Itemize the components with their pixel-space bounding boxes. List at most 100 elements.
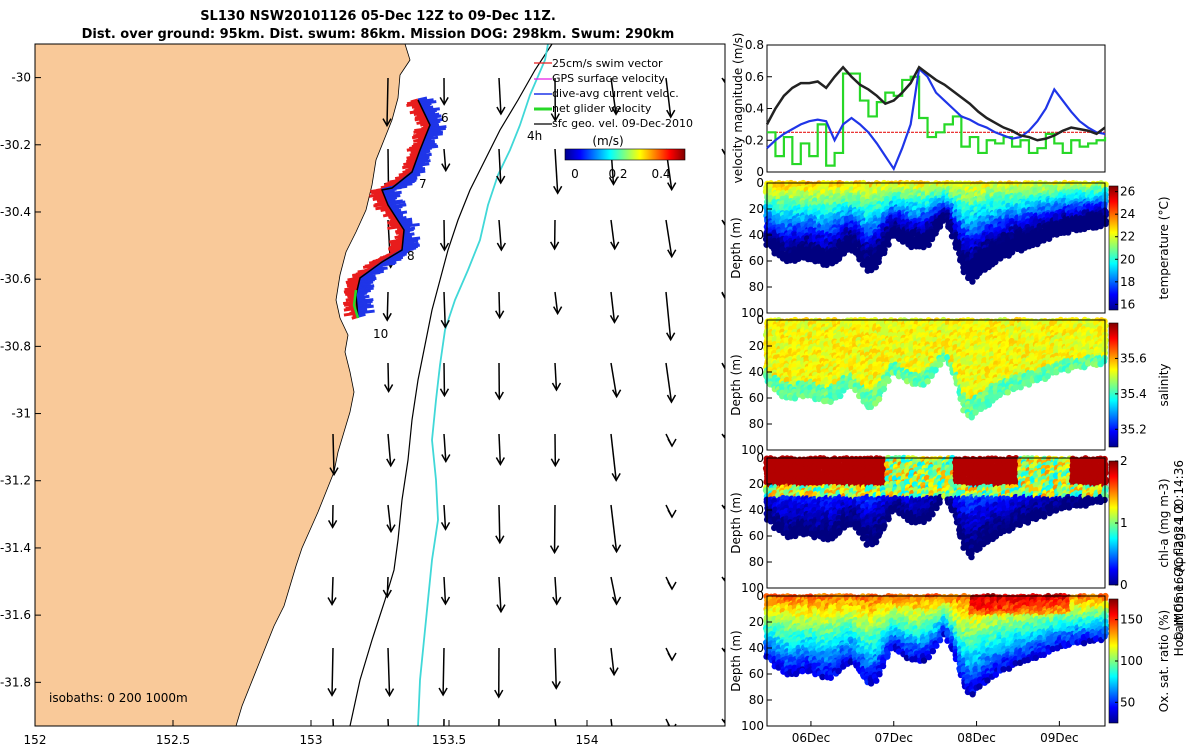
surface-vector (413, 137, 425, 143)
isobath-1000m (417, 44, 549, 726)
velocity-series (765, 65, 1107, 172)
velocity-arrow (498, 77, 502, 115)
velocity-arrow (498, 433, 502, 465)
map-ytick-label: -30.2 (0, 138, 31, 152)
velocity-arrow-head (611, 106, 621, 116)
velocity-arrow (386, 77, 389, 126)
dive-current-vector (419, 148, 429, 154)
surface-vector (414, 127, 429, 133)
legend-gps: GPS surface velocity (552, 72, 665, 85)
map-ytick-label: -31.2 (0, 474, 31, 488)
section-sample (969, 278, 976, 285)
surface-vector (380, 207, 391, 213)
map-ytick-label: -31.4 (0, 541, 31, 555)
velocity-arrow-head (550, 458, 560, 468)
velocity-arrow (443, 576, 447, 604)
velocity-arrow-head (329, 467, 339, 477)
dive-current-vector (428, 119, 441, 125)
section-sample (920, 243, 927, 251)
surface-vector (419, 121, 430, 127)
dive-current-vector (356, 301, 368, 307)
velocity-arrow-head (439, 388, 450, 398)
velocity-arrow (610, 647, 615, 675)
velocity-arrow (665, 219, 673, 257)
velocity-arrow-head (609, 314, 620, 324)
section-ytick-label: 40 (749, 228, 764, 242)
velocity-arrow (387, 647, 391, 696)
dive-current-vector (392, 208, 402, 214)
day-label-7: 7 (419, 177, 427, 191)
dive-current-vector (413, 163, 421, 169)
dive-current-vector (420, 101, 432, 107)
section-ytick-label: 60 (749, 391, 764, 405)
velocity-arrow-head (721, 292, 725, 300)
velocity-arrow (721, 647, 725, 654)
velocity-arrow (442, 647, 445, 696)
hour-label: 4h (527, 129, 542, 143)
section-sample (1004, 389, 1011, 396)
velocity-arrow (498, 576, 502, 612)
section-sample (880, 249, 888, 257)
section-sample (925, 241, 932, 249)
colorbar-tick-label: 20 (1120, 252, 1135, 266)
map-ytick-label: -30.8 (0, 339, 31, 353)
surface-vector (382, 212, 394, 218)
map-ytick-label: -31.6 (0, 608, 31, 622)
surface-vector (416, 119, 429, 125)
dive-current-vector (398, 217, 413, 223)
velocity-arrow (498, 148, 502, 184)
velocity-ylabel: velocity magnitude (m/s) (731, 33, 745, 184)
surface-vector (411, 103, 421, 109)
dive-current-vector (428, 123, 440, 129)
velocity-arrow (443, 291, 446, 328)
velocity-arrow (721, 718, 725, 725)
velocity-arrow-head (611, 596, 622, 606)
velocity-arrow (387, 362, 390, 392)
colorbar-label: salinity (1157, 363, 1171, 406)
velocity-arrow-head (382, 118, 392, 128)
section-sample (1044, 372, 1051, 380)
velocity-arrow-head (722, 220, 725, 227)
section-sample (885, 241, 892, 248)
velocity-arrow (554, 148, 559, 194)
dive-current-vector (429, 121, 439, 127)
colorbar-tick-label: 16 (1120, 297, 1135, 311)
velocity-arrow (554, 362, 558, 391)
section-sample (968, 191, 975, 198)
map-ytick-label: -30.4 (0, 205, 31, 219)
section-ytick-label: 0 (756, 176, 764, 190)
velocity-arrow (665, 362, 673, 403)
velocity-arrow (331, 576, 334, 605)
legend-geo: sfc geo. vel. 09-Dec-2010 (552, 117, 693, 130)
colorbar-tick-label: 35.2 (1120, 422, 1147, 436)
velocity-arrow-head (667, 581, 677, 591)
colorbar-title: (m/s) (592, 134, 623, 148)
surface-vector (387, 224, 402, 230)
velocity-arrow-head (667, 652, 677, 662)
colorbar-tick-label: 35.4 (1120, 387, 1147, 401)
velocity-arrow-head (496, 242, 507, 252)
surface-vector (413, 132, 427, 138)
dive-current-vector (423, 137, 432, 143)
velocity-arrow-head (440, 521, 451, 531)
velocity-arrow-head (552, 306, 563, 316)
velocity-magnitude-chart: 00.20.40.60.8 velocity magnitude (m/s) (731, 33, 1107, 184)
map-legend: 25cm/s swim vector GPS surface velocity … (534, 57, 693, 181)
velocity-arrow-head (552, 596, 562, 606)
velocity-arrow (610, 291, 616, 323)
section-ytick-label: 0 (756, 313, 764, 327)
velocity-arrow-head (327, 688, 337, 697)
velocity-arrow-field (327, 77, 725, 726)
velocity-arrow-head (611, 472, 621, 482)
land-mass (35, 44, 411, 726)
dive-current-vector (417, 96, 428, 102)
section-sample (964, 211, 971, 218)
velocity-arrow (386, 576, 389, 598)
dive-current-vector (402, 240, 415, 246)
velocity-arrow-head (382, 312, 392, 322)
velocity-arrow-head (666, 332, 676, 342)
colorbar-tick-label: 26 (1120, 185, 1135, 199)
velocity-arrow (665, 77, 672, 118)
title-line-1: SL130 NSW20101126 05-Dec 12Z to 09-Dec 1… (200, 9, 556, 24)
